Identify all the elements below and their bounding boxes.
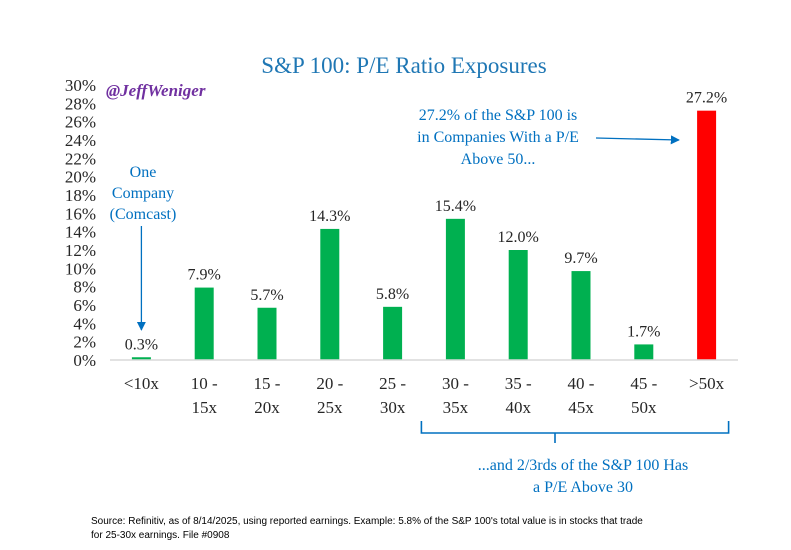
annotation-above30-line: ...and 2/3rds of the S&P 100 Has [478,457,689,474]
y-tick-label: 2% [73,333,96,352]
source-note: Source: Refinitiv, as of 8/14/2025, usin… [91,516,643,541]
y-tick-label: 30% [65,76,96,95]
y-tick-label: 16% [65,204,96,223]
x-tick-label: 30x [380,398,406,417]
data-label: 12.0% [498,229,539,246]
x-tick-label: 45 - [630,374,657,393]
bar [445,218,465,360]
x-tick-label: >50x [689,374,725,393]
x-tick-label: 30 - [442,374,469,393]
annotation-above50-line: in Companies With a P/E [417,129,579,146]
bar [257,307,277,360]
y-tick-label: 6% [73,296,96,315]
x-tick-label: 35 - [505,374,532,393]
y-tick-label: 12% [65,241,96,260]
x-tick-label: 15x [191,398,217,417]
x-tick-label: 25 - [379,374,406,393]
y-tick-label: 14% [65,223,96,242]
data-label: 5.7% [250,287,283,304]
x-tick-label: 50x [631,398,657,417]
x-tick-label: 35x [443,398,469,417]
y-tick-label: 10% [65,259,96,278]
annotation-comcast-line: Company [112,185,174,202]
source-line: Source: Refinitiv, as of 8/14/2025, usin… [91,516,643,527]
x-tick-label: 20x [254,398,280,417]
bar [508,250,528,360]
x-tick-label: 40 - [568,374,595,393]
bars-group [131,110,717,361]
author-handle: @JeffWeniger [106,81,206,100]
annotation-above50-line: 27.2% of the S&P 100 is [419,107,578,124]
y-tick-label: 28% [65,94,96,113]
annotations-group: One Company (Comcast) 27.2% of the S&P 100 … [110,107,730,496]
data-labels-group: 0.3% 7.9% 5.7% 14.3% 5.8% 15.4% 12.0% 9.7% 1.7% 2… [125,90,728,354]
x-tick-label: 15 - [254,374,281,393]
annotation-comcast-line: One [130,164,157,181]
y-tick-label: 8% [73,278,96,297]
y-tick-label: 4% [73,314,96,333]
x-tick-label: 20 - [316,374,343,393]
x-tick-label: 45x [568,398,594,417]
annotation-above30-line: a P/E Above 30 [533,479,633,496]
x-tick-label: 40x [505,398,531,417]
x-tick-label: 10 - [191,374,218,393]
data-label: 0.3% [125,336,158,353]
bar [634,344,654,360]
x-axis: <10x 10 - 15x 15 - 20x 20 - 25x 25 - 30x 30 - 35x 3… [110,359,738,417]
data-label: 7.9% [188,267,221,284]
bar [131,357,151,360]
bar [697,110,717,361]
y-tick-label: 0% [73,351,96,370]
y-tick-label: 26% [65,113,96,132]
bar [383,306,403,360]
source-line: for 25-30x earnings. File #0908 [91,530,230,541]
annotation-bracket [420,421,730,434]
annotation-above50-line: Above 50... [461,151,536,168]
y-tick-label: 18% [65,186,96,205]
y-tick-label: 20% [65,168,96,187]
y-axis: 0%2%4%6%8%10%12%14%16%18%20%22%24%26%28%… [65,76,96,370]
chart-title: S&P 100: P/E Ratio Exposures [261,53,546,78]
annotation-above50-arrow [595,135,680,145]
y-tick-label: 22% [65,149,96,168]
annotation-comcast-line: (Comcast) [110,206,177,223]
y-tick-label: 24% [65,131,96,150]
bar [320,228,340,360]
data-label: 9.7% [564,250,597,267]
data-label: 15.4% [435,198,476,215]
x-tick-label: <10x [124,374,160,393]
data-label: 5.8% [376,286,409,303]
data-label: 27.2% [686,90,727,107]
data-label: 1.7% [627,323,660,340]
data-label: 14.3% [309,208,350,225]
bar [571,271,591,360]
bar [194,287,214,360]
x-tick-label: 25x [317,398,343,417]
